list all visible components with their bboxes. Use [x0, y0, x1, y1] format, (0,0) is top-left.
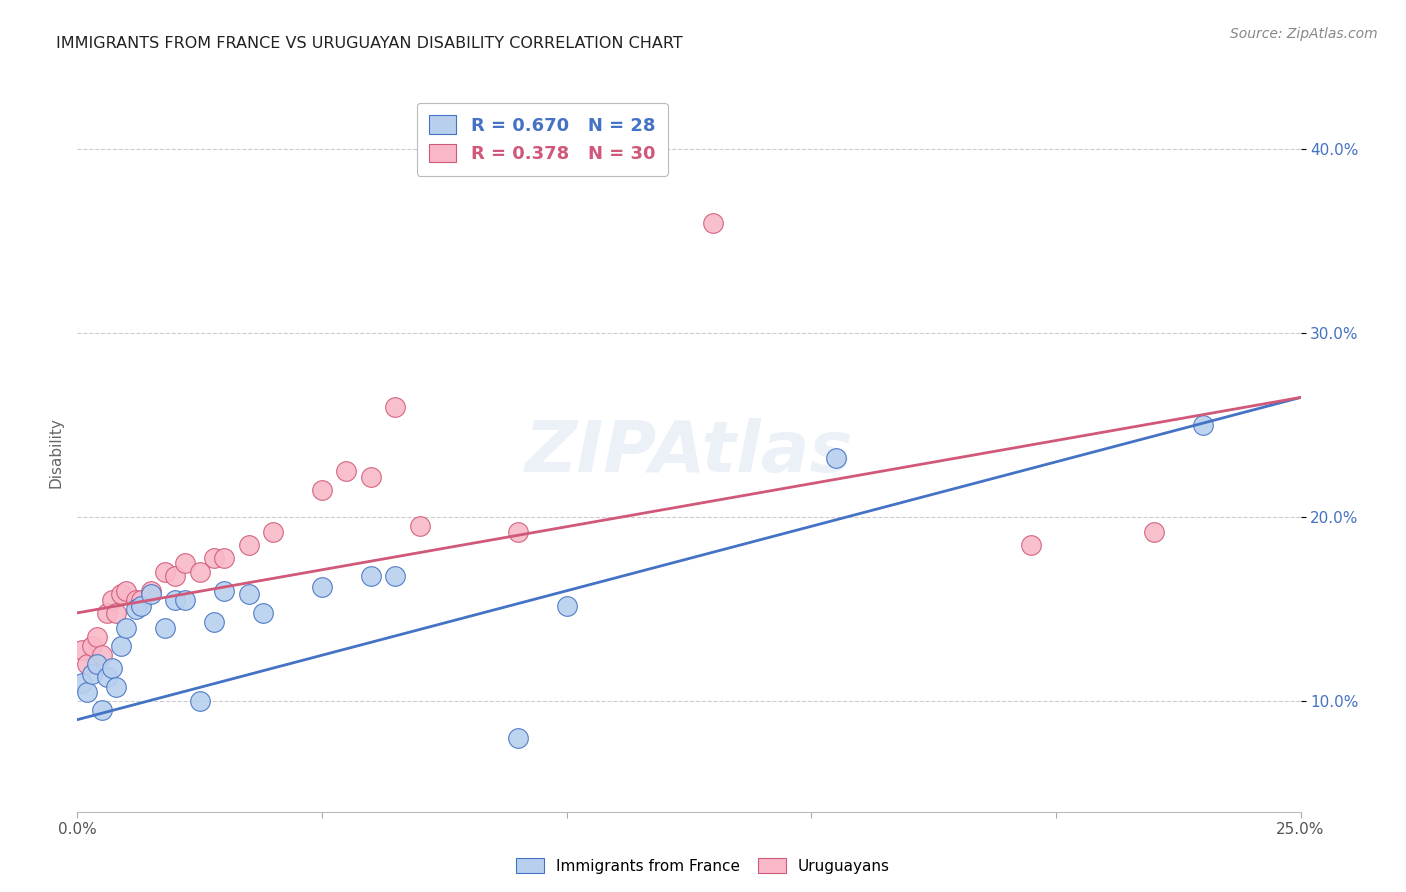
Point: [100, 593, 122, 607]
Point: [409, 519, 432, 533]
Point: [165, 593, 187, 607]
Legend: Immigrants from France, Uruguayans: Immigrants from France, Uruguayans: [510, 852, 896, 880]
Point: [70, 676, 93, 690]
Point: [360, 469, 382, 483]
Point: [212, 550, 235, 565]
Point: [238, 538, 260, 552]
Point: [80, 639, 103, 653]
Point: [100, 661, 122, 675]
Point: [506, 731, 529, 745]
Point: [155, 566, 177, 580]
Point: [252, 606, 274, 620]
Point: [96, 670, 118, 684]
Point: [110, 587, 132, 601]
Point: [110, 639, 132, 653]
Point: [86, 657, 108, 672]
Point: [165, 569, 187, 583]
Point: [70, 642, 93, 657]
Point: [360, 569, 382, 583]
Point: [824, 451, 846, 466]
Point: [174, 556, 197, 570]
Point: [90, 648, 112, 663]
Point: [105, 606, 128, 620]
Text: ZIPAtlas: ZIPAtlas: [524, 418, 853, 487]
Point: [262, 524, 284, 539]
Point: [76, 685, 98, 699]
Point: [115, 621, 138, 635]
Point: [1021, 538, 1043, 552]
Point: [202, 615, 225, 629]
Point: [129, 593, 152, 607]
Point: [384, 400, 406, 414]
Point: [384, 569, 406, 583]
Point: [188, 694, 211, 708]
Point: [86, 630, 108, 644]
Point: [125, 593, 148, 607]
Point: [1143, 524, 1166, 539]
Point: [311, 580, 333, 594]
Point: [139, 583, 162, 598]
Point: [76, 657, 98, 672]
Point: [139, 587, 162, 601]
Point: [90, 703, 112, 717]
Point: [238, 587, 260, 601]
Legend: R = 0.670   N = 28, R = 0.378   N = 30: R = 0.670 N = 28, R = 0.378 N = 30: [416, 103, 668, 176]
Point: [335, 464, 357, 478]
Text: Source: ZipAtlas.com: Source: ZipAtlas.com: [1230, 27, 1378, 41]
Point: [96, 606, 118, 620]
Point: [311, 483, 333, 497]
Point: [115, 583, 138, 598]
Point: [506, 524, 529, 539]
Point: [80, 666, 103, 681]
Point: [1191, 418, 1213, 433]
Text: IMMIGRANTS FROM FRANCE VS URUGUAYAN DISABILITY CORRELATION CHART: IMMIGRANTS FROM FRANCE VS URUGUAYAN DISA…: [56, 36, 683, 51]
Point: [129, 599, 152, 613]
Point: [188, 566, 211, 580]
Point: [702, 215, 724, 229]
Point: [202, 550, 225, 565]
Point: [155, 621, 177, 635]
Point: [105, 680, 128, 694]
Point: [125, 602, 148, 616]
Point: [212, 583, 235, 598]
Point: [174, 593, 197, 607]
Y-axis label: Disability: Disability: [48, 417, 63, 488]
Point: [555, 599, 578, 613]
